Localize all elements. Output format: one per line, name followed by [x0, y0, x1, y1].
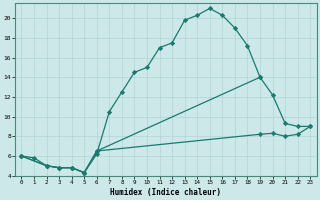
X-axis label: Humidex (Indice chaleur): Humidex (Indice chaleur): [110, 188, 221, 197]
